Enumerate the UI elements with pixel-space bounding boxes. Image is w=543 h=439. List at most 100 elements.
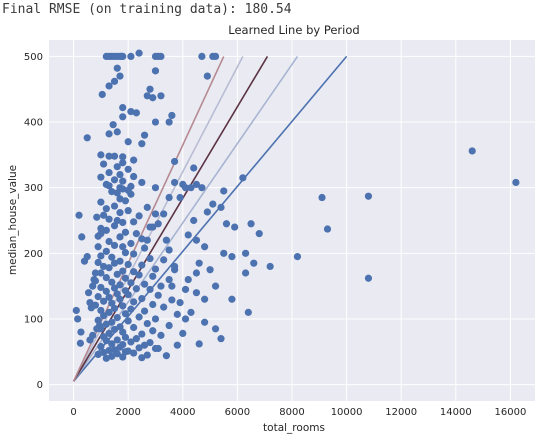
data-point [86, 336, 94, 344]
data-point [149, 223, 157, 231]
data-point [83, 253, 91, 261]
data-point [113, 189, 121, 197]
data-point [149, 94, 157, 102]
data-point [97, 342, 105, 351]
x-tick-label: 16000 [495, 407, 527, 418]
data-point [247, 220, 255, 228]
data-point [116, 233, 124, 241]
data-point [93, 213, 101, 221]
data-point [181, 315, 190, 323]
data-point [154, 344, 162, 353]
data-point [110, 222, 119, 230]
data-point [127, 279, 135, 287]
data-point [105, 182, 113, 190]
data-point [160, 210, 168, 218]
data-point [157, 92, 165, 100]
y-tick-label: 0 [37, 380, 43, 391]
data-point [110, 77, 119, 85]
data-point [105, 215, 113, 223]
data-point [121, 310, 130, 318]
data-point [143, 319, 151, 328]
x-tick-label: 10000 [331, 407, 363, 418]
data-point [105, 82, 113, 90]
data-point [149, 327, 157, 335]
data-point [116, 195, 124, 203]
data-point [108, 352, 116, 360]
data-point [87, 304, 95, 312]
data-point [121, 274, 130, 282]
data-point [102, 354, 110, 362]
x-tick-label: 0 [70, 407, 76, 418]
data-point [119, 267, 127, 275]
data-point [121, 333, 130, 341]
data-point [135, 271, 143, 279]
data-point [143, 236, 151, 244]
data-point [241, 249, 250, 257]
data-point [108, 278, 116, 286]
data-point [181, 184, 190, 192]
data-point [132, 335, 140, 343]
data-point [217, 203, 225, 211]
data-point [132, 230, 140, 238]
data-point [113, 350, 121, 358]
data-point [318, 193, 326, 202]
data-point [151, 210, 160, 218]
data-point [116, 209, 124, 217]
data-point [97, 252, 105, 260]
data-point [154, 220, 162, 228]
data-point [146, 338, 154, 347]
data-point [127, 107, 135, 116]
data-point [100, 297, 108, 305]
data-point [168, 282, 176, 290]
data-point [190, 216, 198, 225]
data-point [119, 218, 127, 227]
data-point [105, 329, 113, 337]
data-point [168, 111, 176, 120]
data-point [192, 180, 201, 188]
data-point [117, 52, 125, 61]
data-point [201, 243, 209, 251]
data-point [130, 323, 138, 332]
data-point [195, 340, 203, 348]
data-point [162, 352, 171, 360]
data-point [157, 331, 165, 339]
data-point [187, 184, 195, 192]
data-point [168, 296, 176, 304]
data-point [130, 172, 138, 181]
data-point [220, 249, 228, 257]
data-point [124, 207, 132, 215]
data-point [119, 185, 127, 193]
data-point [113, 128, 121, 136]
data-point [165, 321, 173, 330]
data-point [198, 184, 206, 192]
data-point [124, 291, 132, 299]
data-point [184, 275, 192, 284]
data-point [119, 159, 127, 167]
data-point [203, 208, 211, 216]
x-axis-title: total_rooms [263, 422, 325, 434]
data-point [108, 188, 116, 196]
data-point [105, 264, 113, 272]
data-point [157, 282, 165, 290]
data-point [170, 157, 179, 166]
data-point [201, 295, 209, 303]
data-point [222, 220, 231, 228]
data-point [97, 198, 105, 206]
data-point [173, 341, 181, 349]
data-point [140, 341, 149, 349]
data-point [160, 256, 168, 264]
data-point [119, 177, 127, 185]
data-point [364, 274, 373, 282]
data-point [100, 262, 108, 271]
data-point [124, 317, 132, 325]
data-point [201, 318, 209, 326]
data-point [130, 298, 138, 306]
data-point [110, 259, 119, 267]
cell-output-text: Final RMSE (on training data): 180.54 [2, 2, 292, 17]
data-point [94, 243, 102, 251]
data-point [113, 64, 121, 72]
data-point [105, 168, 113, 177]
data-point [97, 230, 105, 238]
y-tick-label: 200 [24, 249, 43, 260]
data-point [173, 310, 181, 318]
